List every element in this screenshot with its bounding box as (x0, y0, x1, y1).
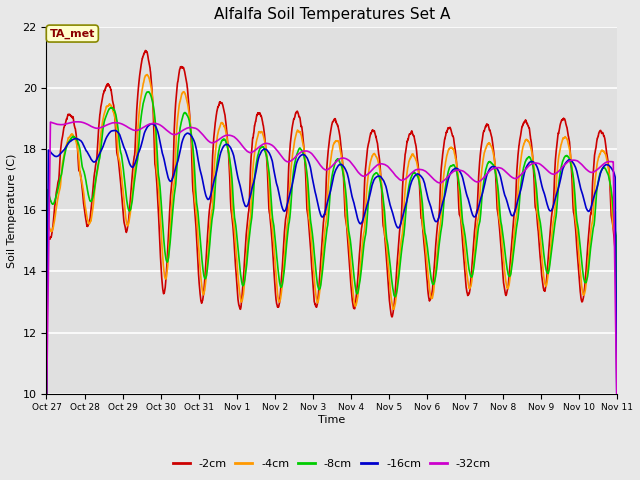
Legend: -2cm, -4cm, -8cm, -16cm, -32cm: -2cm, -4cm, -8cm, -16cm, -32cm (168, 454, 495, 473)
Text: TA_met: TA_met (50, 28, 95, 39)
X-axis label: Time: Time (318, 415, 346, 425)
Title: Alfalfa Soil Temperatures Set A: Alfalfa Soil Temperatures Set A (214, 7, 450, 22)
Y-axis label: Soil Temperature (C): Soil Temperature (C) (7, 153, 17, 268)
